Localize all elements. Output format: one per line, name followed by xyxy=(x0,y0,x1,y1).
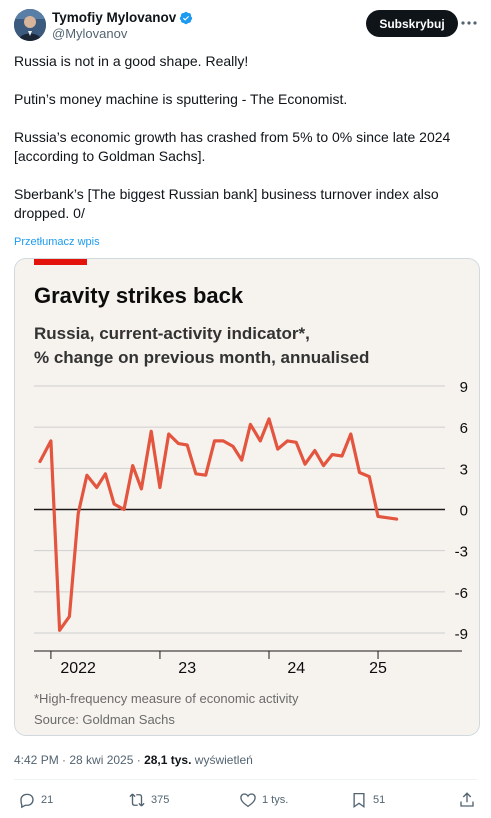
repost-button[interactable]: 375 xyxy=(128,791,169,809)
author-names[interactable]: Tymofiy Mylovanov @Mylovanov xyxy=(52,10,193,42)
heart-icon xyxy=(240,793,256,808)
tweet-paragraph: Russia’s economic growth has crashed fro… xyxy=(14,129,451,164)
repost-icon xyxy=(129,793,145,807)
like-button[interactable]: 1 tys. xyxy=(239,791,288,809)
reply-count: 21 xyxy=(41,794,54,806)
display-name[interactable]: Tymofiy Mylovanov xyxy=(52,10,193,26)
y-tick-label: -6 xyxy=(455,585,468,602)
bookmark-icon xyxy=(353,792,365,809)
views-count: 28,1 tys. xyxy=(144,753,192,767)
verified-badge-icon xyxy=(179,11,193,25)
reply-button[interactable]: 21 xyxy=(18,791,53,809)
y-tick-label: 3 xyxy=(460,461,468,478)
economist-red-tag xyxy=(34,259,87,265)
bookmark-button[interactable]: 51 xyxy=(350,791,385,809)
reply-icon xyxy=(20,793,34,809)
user-handle[interactable]: @Mylovanov xyxy=(52,26,128,41)
display-name-text[interactable]: Tymofiy Mylovanov xyxy=(52,10,177,25)
more-options-icon[interactable] xyxy=(460,14,478,32)
x-tick-label: 25 xyxy=(369,660,387,677)
economist-chart: Gravity strikes back Russia, current-act… xyxy=(15,259,479,735)
tweet-paragraph: Sberbank’s [The biggest Russian bank] bu… xyxy=(14,186,439,221)
x-tick-label: 24 xyxy=(287,660,305,677)
tweet-text: Russia is not in a good shape. Really! P… xyxy=(14,52,476,223)
like-count: 1 tys. xyxy=(262,794,289,806)
chart-subtitle: % change on previous month, annualised xyxy=(34,348,369,367)
tweet-header: Tymofiy Mylovanov @Mylovanov Subskrybuj xyxy=(14,8,477,44)
profile-photo-icon xyxy=(14,9,46,41)
translate-post-link[interactable]: Przetłumacz wpis xyxy=(14,236,100,248)
repost-count: 375 xyxy=(151,794,170,806)
x-tick-label: 2022 xyxy=(60,660,96,677)
tweet-timestamp[interactable]: 4:42 PM · 28 kwi 2025 · xyxy=(14,753,145,767)
y-tick-label: -9 xyxy=(455,626,468,643)
share-button[interactable] xyxy=(458,791,476,809)
chart-footnote: *High-frequency measure of economic acti… xyxy=(34,691,299,706)
chart-background xyxy=(15,259,479,735)
divider xyxy=(14,779,477,780)
tweet-paragraph: Putin’s money machine is sputtering - Th… xyxy=(14,91,348,107)
bookmark-count: 51 xyxy=(373,794,386,806)
tweet-meta: 4:42 PM · 28 kwi 2025 · 28,1 tys. wyświe… xyxy=(14,753,253,767)
series-line xyxy=(38,417,399,632)
share-icon xyxy=(460,792,474,807)
y-tick-label: 6 xyxy=(460,420,468,437)
subscribe-button[interactable]: Subskrybuj xyxy=(366,10,458,37)
chart-title: Gravity strikes back xyxy=(34,283,244,308)
chart-subtitle: Russia, current-activity indicator*, xyxy=(34,324,310,343)
action-bar: 21 375 1 tys. 51 xyxy=(14,791,477,815)
tweet-paragraph: Russia is not in a good shape. Really! xyxy=(14,53,249,69)
avatar[interactable] xyxy=(14,9,46,41)
y-tick-label: -3 xyxy=(455,544,468,561)
y-tick-label: 9 xyxy=(460,379,468,396)
chart-source: Source: Goldman Sachs xyxy=(34,712,175,727)
x-tick-label: 23 xyxy=(178,660,196,677)
views-label: wyświetleń xyxy=(191,753,253,767)
y-tick-label: 0 xyxy=(460,503,468,520)
chart-image[interactable]: Gravity strikes back Russia, current-act… xyxy=(14,258,480,736)
